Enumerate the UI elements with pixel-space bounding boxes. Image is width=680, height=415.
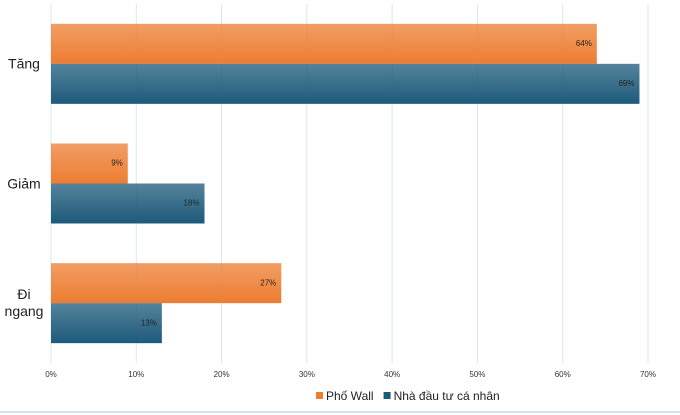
y-tick-label: Đi ngang xyxy=(4,286,44,320)
value-label: 27% xyxy=(260,278,276,287)
x-tick-label: 10% xyxy=(128,370,144,379)
bar xyxy=(51,183,205,224)
x-tick-label: 40% xyxy=(384,370,400,379)
bar xyxy=(51,63,640,104)
x-tick-label: 20% xyxy=(214,370,230,379)
legend-label: Nhà đầu tư cá nhân xyxy=(394,389,500,403)
y-tick-label: Tăng xyxy=(8,55,40,72)
bar xyxy=(51,23,597,64)
bar xyxy=(51,303,162,344)
y-tick-label: Giảm xyxy=(7,175,41,191)
legend-label: Phố Wall xyxy=(326,389,374,403)
x-tick-label: 70% xyxy=(640,370,656,379)
value-label: 64% xyxy=(576,39,592,48)
legend-swatch xyxy=(316,392,323,399)
bar xyxy=(51,143,128,184)
bar xyxy=(51,263,282,304)
value-label: 69% xyxy=(618,79,634,88)
x-tick-label: 30% xyxy=(299,370,315,379)
x-tick-label: 0% xyxy=(45,370,57,379)
legend-swatch xyxy=(383,392,391,399)
x-tick-label: 50% xyxy=(469,370,485,379)
value-label: 18% xyxy=(183,199,199,208)
value-label: 9% xyxy=(111,159,123,168)
value-label: 13% xyxy=(141,318,157,327)
x-tick-label: 60% xyxy=(555,370,571,379)
